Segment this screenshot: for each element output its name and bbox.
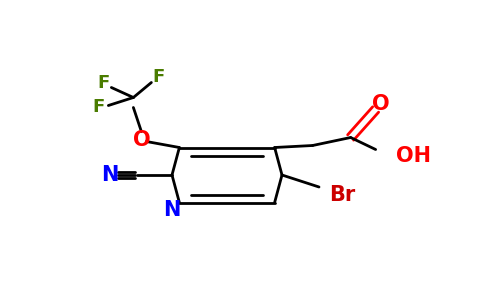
Text: N: N — [163, 200, 180, 220]
Text: N: N — [101, 165, 119, 185]
Text: F: F — [97, 74, 109, 92]
Text: Br: Br — [329, 185, 355, 205]
Text: OH: OH — [395, 146, 431, 166]
Text: O: O — [372, 94, 390, 115]
Text: F: F — [92, 98, 105, 116]
Text: F: F — [152, 68, 165, 86]
Text: O: O — [133, 130, 150, 149]
